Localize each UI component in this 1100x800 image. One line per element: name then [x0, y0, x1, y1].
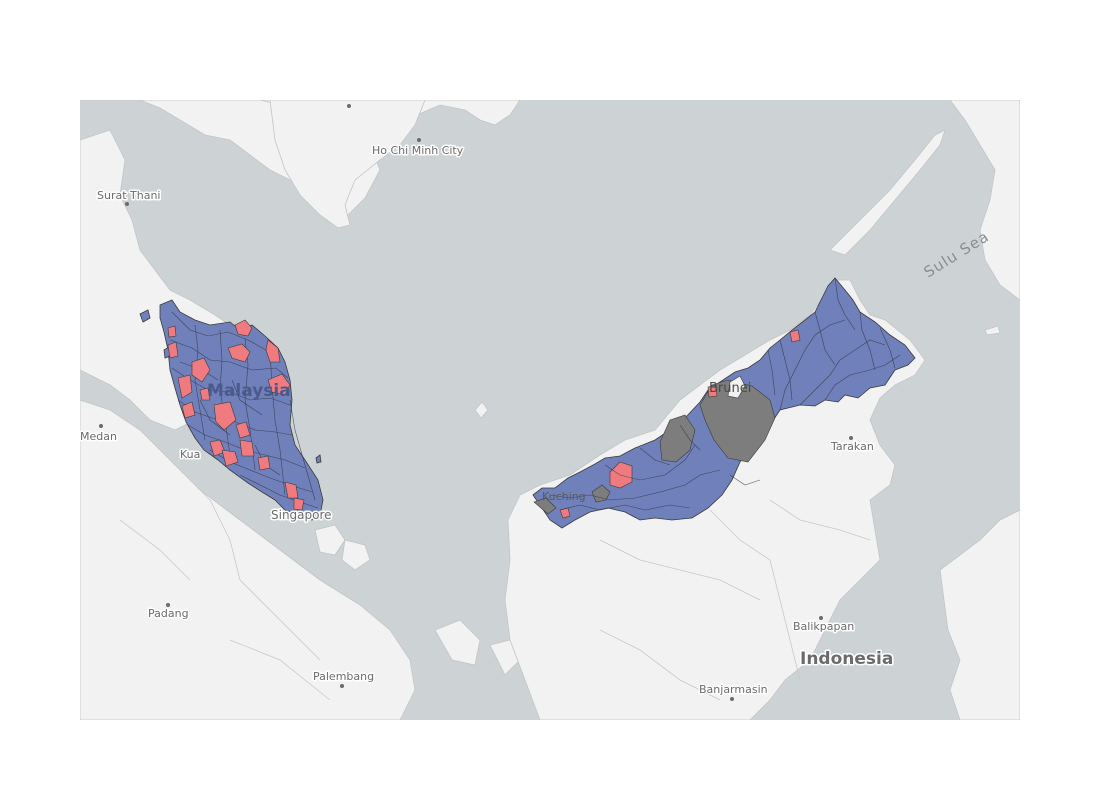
map-view[interactable]: Ho Chi Minh City Surat Thani Medan Kua S…	[80, 100, 1020, 720]
langkawi[interactable]	[139, 309, 151, 323]
label-tarakan: Tarakan	[830, 440, 874, 453]
admin-borders	[119, 459, 871, 701]
label-surat-thani: Surat Thani	[97, 189, 161, 202]
label-malaysia: Malaysia	[207, 381, 291, 401]
east-inner-lines	[549, 277, 901, 511]
east-malaysia[interactable]	[532, 277, 916, 529]
label-singapore: Singapore	[271, 508, 332, 522]
label-banjarmasin: Banjarmasin	[699, 683, 768, 696]
grey-regions	[533, 379, 776, 515]
label-kuala-lumpur: Kua	[180, 448, 200, 461]
red-constituencies	[167, 319, 305, 511]
city-dots	[99, 104, 853, 701]
peninsular-malaysia[interactable]	[139, 299, 324, 521]
label-padang: Padang	[148, 607, 189, 620]
brunei-area	[727, 375, 746, 399]
label-ho-chi-minh-city: Ho Chi Minh City	[372, 144, 464, 157]
label-balikpapan: Balikpapan	[793, 620, 854, 633]
label-brunei: Brunei	[709, 381, 751, 396]
label-palembang: Palembang	[313, 670, 374, 683]
label-kuching: Kuching	[542, 490, 586, 503]
label-indonesia: Indonesia	[800, 649, 893, 669]
tioman[interactable]	[315, 454, 322, 464]
label-medan: Medan	[80, 430, 117, 443]
